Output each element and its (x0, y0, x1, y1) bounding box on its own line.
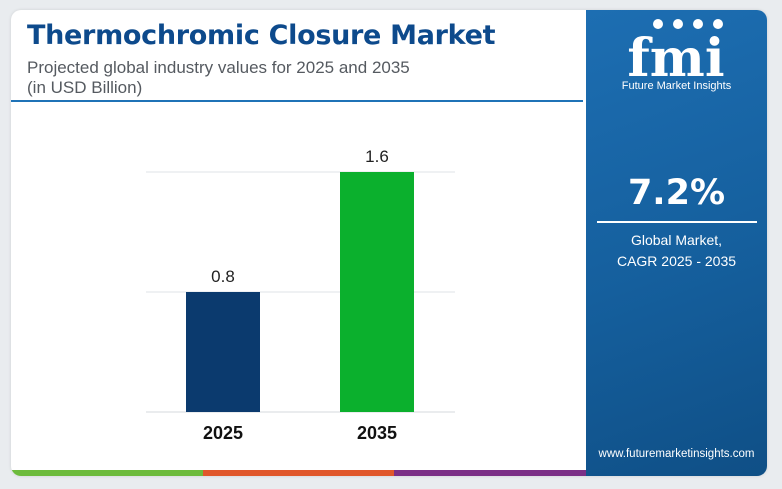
cagr-value: 7.2% (627, 173, 726, 213)
stripe-segment-green (11, 470, 203, 476)
data-label-2025: 0.8 (211, 267, 235, 286)
chart-subtitle: Projected global industry values for 202… (27, 58, 547, 98)
logo-subtitle: Future Market Insights (621, 80, 732, 92)
bar-2025 (186, 292, 260, 412)
cagr-label-line-1: Global Market, (630, 232, 723, 248)
summary-sidebar: fmi Future Market Insights 7.2% Global M… (586, 10, 767, 476)
logo-people-icons (653, 19, 723, 29)
stripe-segment-orange (202, 470, 395, 476)
bottom-color-stripe (11, 470, 587, 476)
chart-title: Thermochromic Closure Market (27, 20, 496, 51)
cagr-label: Global Market, CAGR 2025 - 2035 (586, 230, 767, 272)
website-link[interactable]: www.futuremarketinsights.com (598, 448, 755, 460)
subtitle-line-2: (in USD Billion) (27, 78, 143, 97)
stripe-segment-purple (394, 470, 587, 476)
title-divider (11, 100, 583, 102)
fmi-logo: fmi (627, 19, 725, 82)
bar-2035 (340, 172, 414, 412)
subtitle-line-1: Projected global industry values for 202… (27, 58, 410, 77)
chart-card: Thermochromic Closure Market Projected g… (11, 10, 767, 476)
data-label-2035: 1.6 (365, 147, 389, 166)
cagr-label-line-2: CAGR 2025 - 2035 (616, 253, 737, 269)
bar-chart: 0.8 2025 1.6 2035 (146, 147, 455, 443)
logo-wordmark: fmi (627, 28, 724, 82)
sidebar-divider (597, 221, 757, 223)
x-tick-label-2025: 2025 (203, 423, 243, 443)
x-tick-label-2035: 2035 (357, 423, 397, 443)
